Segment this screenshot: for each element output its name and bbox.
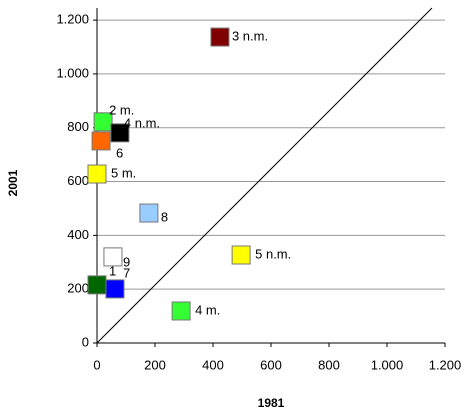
point-label: 8 (161, 209, 168, 224)
x-tick-label: 200 (144, 357, 166, 372)
point-label: 5 m. (111, 165, 136, 180)
x-axis-label: 1981 (258, 396, 285, 410)
marker (105, 279, 125, 299)
y-tick-label: 400 (67, 227, 89, 242)
marker (210, 27, 230, 47)
x-tick-label: 1.200 (429, 357, 462, 372)
point-label: 9 (123, 254, 130, 269)
point-label: 4 n.m. (124, 115, 160, 130)
y-tick-label: 0 (82, 334, 89, 349)
reference-line (96, 7, 433, 344)
marker (110, 123, 130, 143)
x-tick-label: 1.000 (371, 357, 404, 372)
marker (87, 275, 107, 295)
point-label: 4 m. (195, 302, 220, 317)
y-tick-label: 200 (67, 281, 89, 296)
marker (103, 247, 123, 267)
point-label: 3 n.m. (232, 28, 268, 43)
x-tick-label: 0 (93, 357, 100, 372)
point-label: 5 n.m. (255, 246, 291, 261)
y-tick-label: 1.200 (56, 12, 89, 27)
marker (87, 164, 107, 184)
x-tick-label: 400 (202, 357, 224, 372)
marker (93, 112, 113, 132)
x-tick-label: 600 (260, 357, 282, 372)
y-tick-label: 800 (67, 119, 89, 134)
marker (171, 301, 191, 321)
y-tick-label: 1.000 (56, 65, 89, 80)
point-label: 1 (109, 263, 116, 278)
x-tick-label: 800 (318, 357, 340, 372)
marker (139, 203, 159, 223)
y-axis-label: 2001 (6, 169, 20, 196)
marker (91, 131, 111, 151)
point-label: 6 (116, 145, 123, 160)
marker (231, 245, 251, 265)
y-tick-label: 600 (67, 173, 89, 188)
point-label: 2 m. (109, 102, 134, 117)
point-label: 7 (123, 265, 130, 280)
